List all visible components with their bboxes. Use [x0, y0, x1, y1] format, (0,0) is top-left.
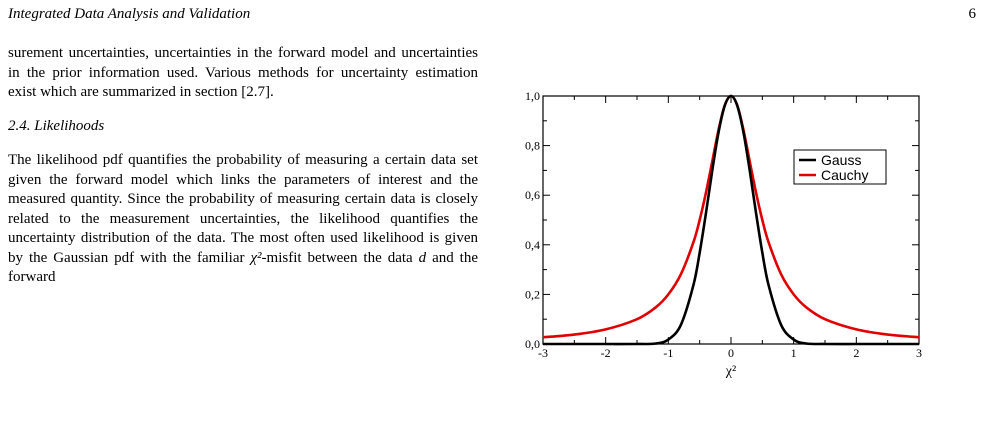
paragraph-likelihood: The likelihood pdf quantifies the probab…: [8, 151, 478, 288]
legend-label-gauss: Gauss: [821, 152, 861, 168]
x-tick-label: 2: [853, 346, 859, 360]
running-head-title: Integrated Data Analysis and Validation: [8, 6, 251, 22]
paragraph-uncertainties: surement uncertainties, uncertainties in…: [8, 45, 478, 100]
x-tick-label: 3: [916, 346, 922, 360]
y-axis-ticks: 0,0 0,2 0,4 0,6 0,8 1,0: [525, 89, 919, 351]
section-heading-likelihoods: 2.4. Likelihoods: [8, 117, 105, 134]
x-tick-label: -1: [663, 346, 673, 360]
likelihood-figure: -3 -2 -1 0 1 2 3 0,0 0,2 0,4 0,6 0,8 1,0 Gauss Cauch…: [510, 80, 950, 410]
data-variable-d: d: [418, 249, 427, 266]
x-axis-ticks: -3 -2 -1 0 1 2 3: [538, 96, 922, 360]
y-tick-label: 0,4: [525, 238, 540, 252]
likelihood-text-end: and the forward: [8, 249, 479, 286]
axis-labels: χ²: [725, 364, 736, 379]
y-tick-label: 0,8: [525, 139, 540, 153]
series-line-cauchy: [542, 94, 920, 339]
chi-squared-symbol: χ²: [250, 249, 262, 266]
x-tick-label: 0: [728, 346, 734, 360]
x-tick-label: -3: [538, 346, 548, 360]
y-tick-label: 1,0: [525, 89, 540, 103]
plot-frame: [542, 95, 920, 345]
likelihood-text-mid: -misfit between the data: [261, 249, 419, 266]
x-tick-label: -2: [601, 346, 611, 360]
y-tick-label: 0,0: [525, 337, 540, 351]
series-line-gauss: [543, 94, 919, 346]
y-tick-label: 0,2: [525, 287, 540, 301]
legend-label-cauchy: Cauchy: [821, 167, 868, 183]
plot-border: [542, 95, 920, 345]
x-axis-label: χ²: [725, 364, 736, 379]
running-head: Integrated Data Analysis and Validation …: [8, 3, 976, 25]
x-tick-label: 1: [791, 346, 797, 360]
page-number: 6: [968, 6, 977, 22]
y-tick-label: 0,6: [525, 188, 540, 202]
text-column: surement uncertainties, uncertainties in…: [8, 44, 478, 288]
likelihood-text-start: The likelihood pdf quantifies the probab…: [8, 152, 478, 266]
series-layer: [542, 94, 920, 346]
legend-box: [793, 149, 887, 185]
gauss-cauchy-chart: -3 -2 -1 0 1 2 3 0,0 0,2 0,4 0,6 0,8 1,0 GaussCauch…: [525, 89, 922, 379]
